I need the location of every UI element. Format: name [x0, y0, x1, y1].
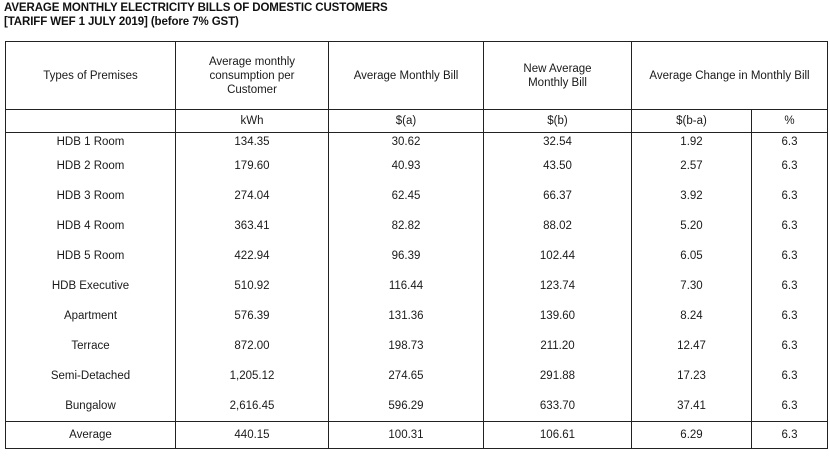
cell-avg-bill: 131.36: [328, 301, 484, 331]
cell-kwh: 274.04: [175, 181, 329, 211]
cell-pct: 6.3: [751, 211, 828, 241]
cell-pct: 6.3: [751, 181, 828, 211]
cell-premises: Semi-Detached: [5, 361, 176, 391]
cell-new-bill: 291.88: [483, 361, 632, 391]
cell-pct: 6.3: [751, 151, 828, 181]
cell-new-bill: 43.50: [483, 151, 632, 181]
cell-premises: Terrace: [5, 331, 176, 361]
cell-pct: 6.3: [751, 271, 828, 301]
cell-avg-bill: 62.45: [328, 181, 484, 211]
cell-premises: HDB 4 Room: [5, 211, 176, 241]
header-consumption: Average monthly consumption per Customer: [175, 41, 329, 110]
unit-premises: [5, 109, 176, 133]
unit-pct: %: [751, 109, 828, 133]
cell-diff: 37.41: [631, 391, 752, 422]
cell-pct: 6.3: [751, 241, 828, 271]
unit-diff: $(b-a): [631, 109, 752, 133]
header-new-bill-text: New Average Monthly Bill: [523, 62, 592, 89]
cell-premises: Average: [5, 421, 176, 449]
cell-new-bill: 211.20: [483, 331, 632, 361]
header-consumption-text: Average monthly consumption per Customer: [208, 55, 296, 96]
unit-a: $(a): [328, 109, 484, 133]
header-change: Average Change in Monthly Bill: [631, 41, 828, 110]
cell-pct: 6.3: [751, 301, 828, 331]
cell-diff: 2.57: [631, 151, 752, 181]
cell-kwh: 422.94: [175, 241, 329, 271]
cell-diff: 5.20: [631, 211, 752, 241]
electricity-bills-table: Types of Premises Average monthly consum…: [5, 41, 828, 449]
cell-new-bill: 88.02: [483, 211, 632, 241]
cell-avg-bill: 100.31: [328, 421, 484, 449]
cell-premises: HDB 3 Room: [5, 181, 176, 211]
cell-new-bill: 66.37: [483, 181, 632, 211]
table-row: Bungalow 2,616.45 596.29 633.70 37.41 6.3: [5, 391, 828, 422]
cell-kwh: 1,205.12: [175, 361, 329, 391]
cell-diff: 7.30: [631, 271, 752, 301]
cell-kwh: 2,616.45: [175, 391, 329, 422]
table-row: HDB 2 Room 179.60 40.93 43.50 2.57 6.3: [5, 151, 828, 181]
cell-premises: HDB Executive: [5, 271, 176, 301]
cell-diff: 12.47: [631, 331, 752, 361]
cell-diff: 1.92: [631, 132, 752, 151]
cell-diff: 3.92: [631, 181, 752, 211]
page-title: AVERAGE MONTHLY ELECTRICITY BILLS OF DOM…: [4, 1, 388, 29]
cell-diff: 8.24: [631, 301, 752, 331]
cell-avg-bill: 30.62: [328, 132, 484, 151]
table-row: HDB 5 Room 422.94 96.39 102.44 6.05 6.3: [5, 241, 828, 271]
table-row: HDB 3 Room 274.04 62.45 66.37 3.92 6.3: [5, 181, 828, 211]
cell-kwh: 363.41: [175, 211, 329, 241]
cell-avg-bill: 40.93: [328, 151, 484, 181]
cell-pct: 6.3: [751, 421, 828, 449]
header-new-bill: New Average Monthly Bill: [483, 41, 632, 110]
cell-kwh: 134.35: [175, 132, 329, 151]
table-body: HDB 1 Room 134.35 30.62 32.54 1.92 6.3 HDB 2 R…: [5, 132, 828, 449]
table-row: Semi-Detached 1,205.12 274.65 291.88 17.23 6.…: [5, 361, 828, 391]
average-row: Average 440.15 100.31 106.61 6.29 6.3: [5, 421, 828, 449]
units-row: kWh $(a) $(b) $(b-a) %: [5, 109, 828, 133]
cell-premises: HDB 1 Room: [5, 132, 176, 151]
cell-new-bill: 633.70: [483, 391, 632, 422]
cell-new-bill: 106.61: [483, 421, 632, 449]
cell-kwh: 872.00: [175, 331, 329, 361]
unit-b: $(b): [483, 109, 632, 133]
cell-diff: 17.23: [631, 361, 752, 391]
cell-pct: 6.3: [751, 391, 828, 422]
cell-pct: 6.3: [751, 331, 828, 361]
cell-premises: Apartment: [5, 301, 176, 331]
table-row: Apartment 576.39 131.36 139.60 8.24 6.3: [5, 301, 828, 331]
cell-new-bill: 123.74: [483, 271, 632, 301]
cell-diff: 6.05: [631, 241, 752, 271]
cell-kwh: 576.39: [175, 301, 329, 331]
cell-premises: Bungalow: [5, 391, 176, 422]
cell-premises: HDB 2 Room: [5, 151, 176, 181]
table-row: HDB 4 Room 363.41 82.82 88.02 5.20 6.3: [5, 211, 828, 241]
table-row: HDB 1 Room 134.35 30.62 32.54 1.92 6.3: [5, 132, 828, 151]
title-line-2: [TARIFF WEF 1 JULY 2019] (before 7% GST): [4, 16, 239, 28]
cell-pct: 6.3: [751, 132, 828, 151]
cell-avg-bill: 274.65: [328, 361, 484, 391]
cell-kwh: 440.15: [175, 421, 329, 449]
title-line-1: AVERAGE MONTHLY ELECTRICITY BILLS OF DOM…: [4, 2, 388, 14]
cell-premises: HDB 5 Room: [5, 241, 176, 271]
cell-pct: 6.3: [751, 361, 828, 391]
cell-avg-bill: 82.82: [328, 211, 484, 241]
cell-diff: 6.29: [631, 421, 752, 449]
cell-avg-bill: 96.39: [328, 241, 484, 271]
header-avg-bill: Average Monthly Bill: [328, 41, 484, 110]
cell-new-bill: 32.54: [483, 132, 632, 151]
header-premises: Types of Premises: [5, 41, 176, 110]
table-row: Terrace 872.00 198.73 211.20 12.47 6.3: [5, 331, 828, 361]
cell-avg-bill: 116.44: [328, 271, 484, 301]
cell-avg-bill: 198.73: [328, 331, 484, 361]
header-row: Types of Premises Average monthly consum…: [5, 41, 828, 110]
cell-new-bill: 102.44: [483, 241, 632, 271]
table-row: HDB Executive 510.92 116.44 123.74 7.30 6.3: [5, 271, 828, 301]
cell-kwh: 179.60: [175, 151, 329, 181]
unit-kwh: kWh: [175, 109, 329, 133]
cell-kwh: 510.92: [175, 271, 329, 301]
cell-avg-bill: 596.29: [328, 391, 484, 422]
cell-new-bill: 139.60: [483, 301, 632, 331]
